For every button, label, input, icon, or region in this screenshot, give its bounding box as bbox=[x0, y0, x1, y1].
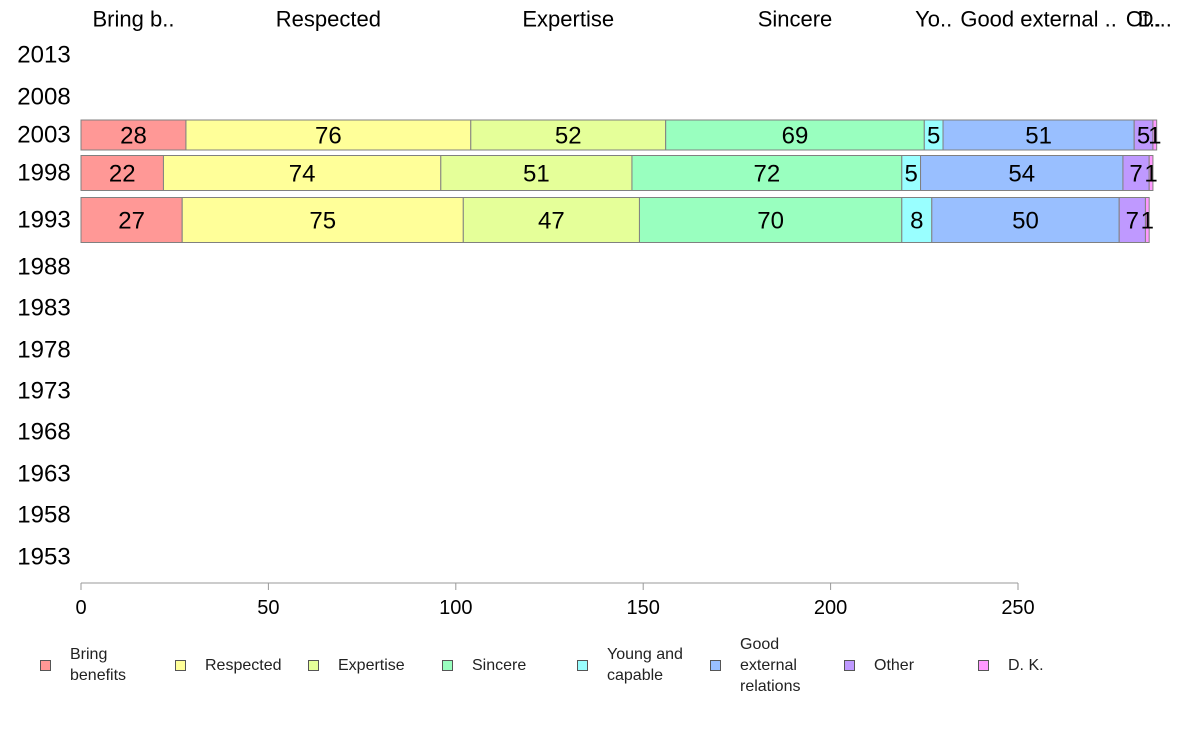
series-header-label: Expertise bbox=[522, 7, 614, 32]
legend-swatch bbox=[442, 659, 453, 671]
legend-item: Expertise bbox=[308, 630, 405, 700]
legend-swatch bbox=[40, 659, 51, 671]
y-tick-label: 1988 bbox=[17, 254, 70, 281]
bar-segment bbox=[1152, 119, 1158, 151]
bar-value-label: 1 bbox=[1144, 161, 1157, 188]
x-tick-label: 150 bbox=[627, 597, 660, 619]
y-tick-label: 1958 bbox=[17, 502, 70, 529]
y-tick-label: 1978 bbox=[17, 337, 70, 364]
bar-value-label: 54 bbox=[1008, 161, 1035, 188]
legend-swatch bbox=[844, 659, 855, 671]
bar-value-label: 76 bbox=[315, 123, 342, 150]
x-tick-label: 250 bbox=[1001, 597, 1034, 619]
bar-segment bbox=[185, 119, 472, 151]
y-tick-label: 1973 bbox=[17, 378, 70, 405]
y-tick-label: 1968 bbox=[17, 419, 70, 446]
bar-value-label: 5 bbox=[927, 123, 940, 150]
series-header-label: Yo.. bbox=[915, 7, 952, 32]
y-tick-label: 1983 bbox=[17, 295, 70, 322]
y-tick-label: 2013 bbox=[17, 42, 70, 69]
legend-swatch bbox=[710, 659, 721, 671]
bar-segment bbox=[80, 197, 183, 243]
x-tick-label: 200 bbox=[814, 597, 847, 619]
series-header-label: Respected bbox=[276, 7, 381, 32]
legend-label: Respected bbox=[205, 656, 282, 674]
bar-segment bbox=[942, 119, 1135, 151]
bar-value-label: 5 bbox=[905, 161, 918, 188]
series-header-label: D... bbox=[1138, 7, 1172, 32]
legend-label: Expertise bbox=[338, 656, 405, 674]
bar-value-label: 75 bbox=[309, 208, 336, 235]
bar-segment bbox=[1144, 197, 1150, 243]
bar-segment bbox=[80, 119, 187, 151]
y-tick-label: 1993 bbox=[17, 207, 70, 234]
chart-plot: 2013200820031998199319881983197819731968… bbox=[17, 7, 1172, 620]
legend-item: Bring benefits bbox=[40, 630, 126, 700]
bar-value-label: 50 bbox=[1012, 208, 1039, 235]
legend-swatch bbox=[978, 659, 989, 671]
legend-label: Good external relations bbox=[740, 635, 801, 695]
series-header-label: Ot.. bbox=[1126, 7, 1161, 32]
legend-item: Good external relations bbox=[710, 630, 800, 700]
bar-segment bbox=[920, 155, 1124, 191]
bar-value-label: 70 bbox=[757, 208, 784, 235]
legend-label: D. K. bbox=[1008, 656, 1044, 674]
legend-swatch bbox=[577, 659, 588, 671]
y-tick-label: 1963 bbox=[17, 461, 70, 488]
legend-label: Bring benefits bbox=[70, 646, 127, 684]
bar-segment bbox=[80, 155, 164, 191]
bar-value-label: 51 bbox=[1025, 123, 1052, 150]
legend-item: D. K. bbox=[978, 630, 1044, 700]
series-header-label: Bring b.. bbox=[93, 7, 175, 32]
bar-value-label: 7 bbox=[1126, 208, 1139, 235]
legend-item: Young and capable bbox=[577, 630, 683, 700]
bar-segment bbox=[440, 155, 633, 191]
legend-item: Other bbox=[844, 630, 914, 700]
bar-segment bbox=[931, 197, 1120, 243]
bar-value-label: 52 bbox=[555, 123, 582, 150]
x-tick-label: 100 bbox=[439, 597, 472, 619]
bar-segment bbox=[470, 119, 667, 151]
bar-value-label: 7 bbox=[1129, 161, 1142, 188]
bar-value-label: 69 bbox=[782, 123, 809, 150]
x-tick-label: 0 bbox=[75, 597, 86, 619]
bar-value-label: 74 bbox=[289, 161, 316, 188]
legend-label: Young and capable bbox=[607, 646, 683, 684]
bar-value-label: 8 bbox=[910, 208, 923, 235]
bar-segment bbox=[1122, 155, 1150, 191]
bar-value-label: 51 bbox=[523, 161, 550, 188]
bar-segment bbox=[462, 197, 640, 243]
y-tick-label: 2008 bbox=[17, 84, 70, 111]
legend-swatch bbox=[175, 659, 186, 671]
bar-value-label: 1 bbox=[1148, 123, 1161, 150]
y-tick-label: 2003 bbox=[17, 122, 70, 149]
bar-segment bbox=[1118, 197, 1146, 243]
chart-legend: Bring benefits Respected Expertise Sincere Y… bbox=[0, 630, 1188, 710]
x-tick-label: 50 bbox=[257, 597, 279, 619]
legend-label: Other bbox=[874, 656, 915, 674]
bar-segment bbox=[638, 197, 903, 243]
bar-value-label: 22 bbox=[109, 161, 136, 188]
bar-value-label: 72 bbox=[754, 161, 781, 188]
legend-label: Sincere bbox=[472, 656, 527, 674]
bar-value-label: 27 bbox=[118, 208, 145, 235]
legend-swatch bbox=[308, 659, 319, 671]
bar-segment bbox=[1148, 155, 1154, 191]
y-tick-label: 1998 bbox=[17, 160, 70, 187]
series-header-label: Sincere bbox=[758, 7, 833, 32]
bar-segment bbox=[901, 197, 933, 243]
legend-item: Sincere bbox=[442, 630, 526, 700]
bar-value-label: 47 bbox=[538, 208, 565, 235]
bar-value-label: 28 bbox=[120, 123, 147, 150]
series-header-label: Good external .. bbox=[960, 7, 1117, 32]
legend-item: Respected bbox=[175, 630, 282, 700]
bar-value-label: 1 bbox=[1141, 208, 1154, 235]
bar-value-label: 5 bbox=[1137, 123, 1150, 150]
y-tick-label: 1953 bbox=[17, 544, 70, 571]
bar-segment bbox=[181, 197, 464, 243]
